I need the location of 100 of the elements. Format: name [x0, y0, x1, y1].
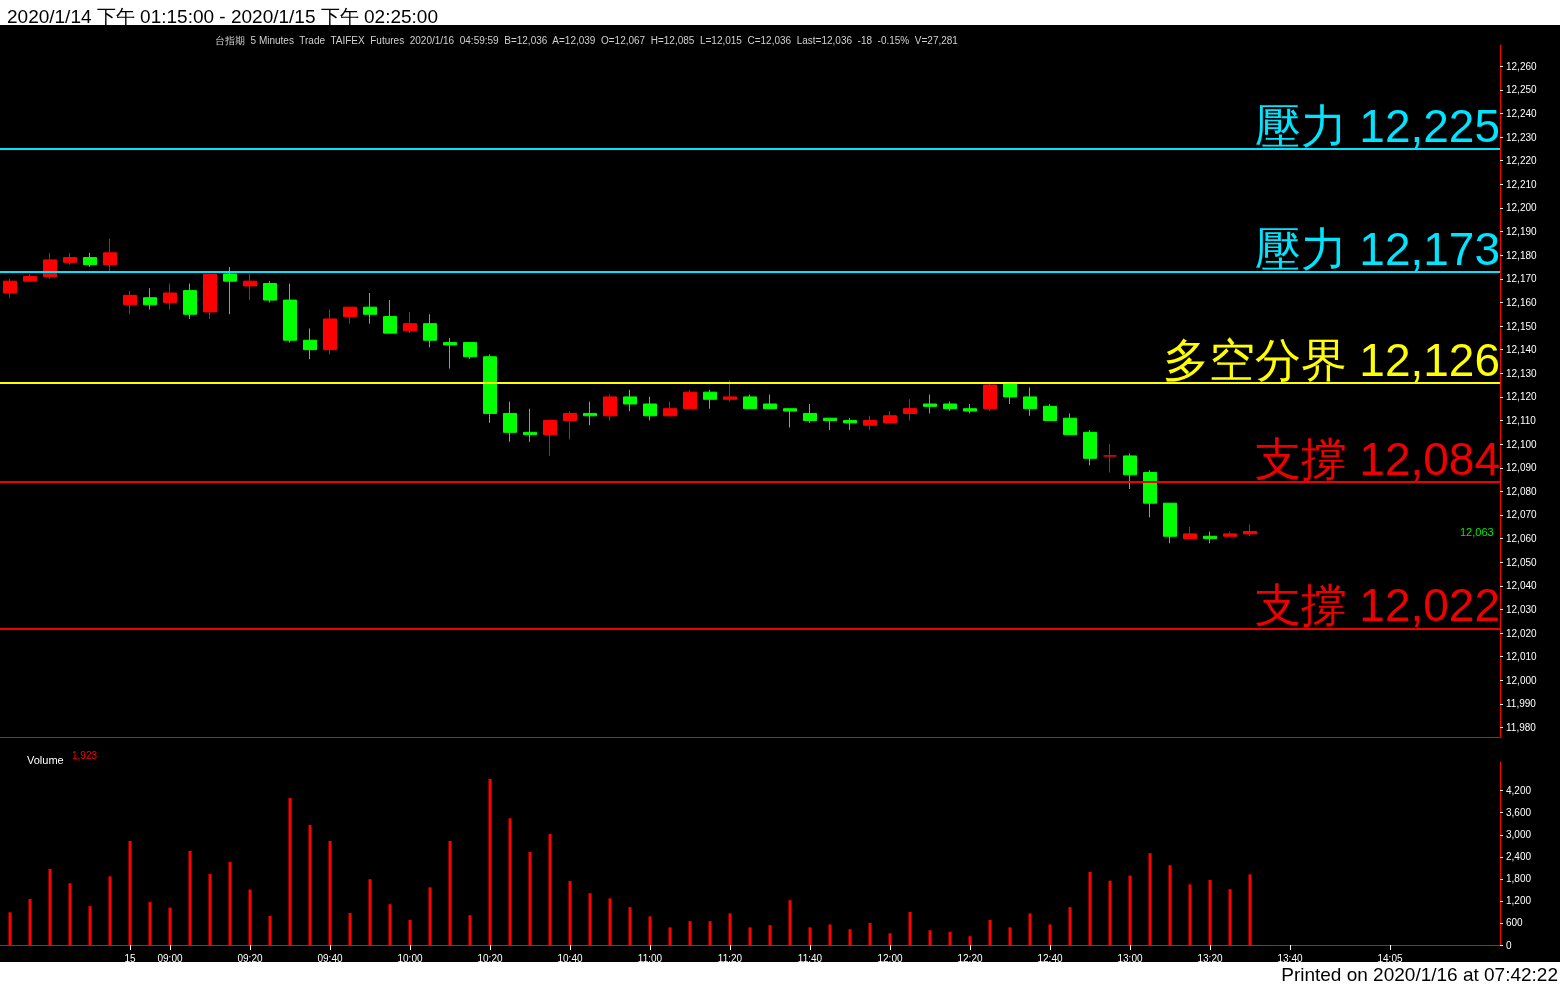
- candlestick: [763, 394, 777, 410]
- candlestick: [583, 401, 597, 426]
- x-tick-label: 15: [124, 952, 136, 964]
- candlestick: [63, 252, 77, 266]
- candlestick: [1163, 502, 1177, 544]
- candlestick: [263, 280, 277, 303]
- candlestick: [1223, 531, 1237, 537]
- candlestick: [503, 401, 517, 443]
- candlestick: [103, 238, 117, 273]
- x-tick-label: 14:05: [1377, 952, 1403, 964]
- x-tick-label: 11:00: [637, 952, 663, 964]
- y-tick-label: 12,180: [1506, 249, 1538, 261]
- candlestick: [243, 273, 257, 301]
- candlestick: [903, 398, 917, 422]
- y-tick-label: 12,140: [1506, 344, 1538, 356]
- y-tick-label: 12,120: [1506, 391, 1538, 403]
- y-tick-label: 2,400: [1506, 851, 1532, 863]
- candlestick: [3, 278, 17, 299]
- y-tick-label: 3,000: [1506, 829, 1532, 841]
- ref-line-label: 壓力 12,225: [1254, 99, 1500, 152]
- candlestick: [343, 306, 357, 325]
- x-tick-label: 11:40: [797, 952, 823, 964]
- candlestick: [703, 389, 717, 410]
- candlestick: [643, 396, 657, 422]
- x-tick-label: 13:40: [1277, 952, 1303, 964]
- candlestick: [1063, 412, 1077, 436]
- candlestick: [983, 382, 997, 412]
- y-tick-label: 1,800: [1506, 873, 1532, 885]
- candlestick: [1243, 523, 1257, 537]
- candlestick: [203, 273, 217, 320]
- candlestick: [23, 273, 37, 282]
- x-tick-label: 09:40: [317, 952, 343, 964]
- candlestick: [723, 379, 737, 403]
- y-tick-label: 12,250: [1506, 84, 1538, 96]
- y-tick-label: 12,100: [1506, 438, 1538, 450]
- y-tick-label: 12,220: [1506, 155, 1538, 167]
- x-tick-label: 10:20: [477, 952, 503, 964]
- candlestick: [183, 283, 197, 320]
- candlestick: [963, 403, 977, 414]
- candlestick: [483, 353, 497, 424]
- candlestick: [463, 342, 477, 360]
- ref-line-label: 支撐 12,022: [1254, 579, 1500, 632]
- candlestick: [323, 309, 337, 355]
- chart-title: Volume: [27, 753, 64, 766]
- y-tick-label: 12,190: [1506, 226, 1538, 238]
- y-tick-label: 12,090: [1506, 462, 1538, 474]
- candlestick: [523, 408, 537, 443]
- ref-line-label: 多空分界 12,126: [1162, 333, 1500, 386]
- candlestick: [1043, 403, 1057, 422]
- ref-line-label: 壓力 12,173: [1254, 222, 1500, 275]
- y-tick-label: 3,600: [1506, 807, 1532, 819]
- y-tick-label: 12,050: [1506, 556, 1538, 568]
- y-tick-label: 12,230: [1506, 131, 1538, 143]
- candlestick: [1083, 429, 1097, 466]
- y-tick-label: 12,060: [1506, 533, 1538, 545]
- y-tick-label: 12,160: [1506, 296, 1538, 308]
- candlestick: [443, 337, 457, 370]
- candlestick: [823, 417, 837, 431]
- candlestick: [663, 401, 677, 417]
- x-tick-label: 10:00: [397, 952, 423, 964]
- x-tick-label: 10:40: [557, 952, 583, 964]
- candlestick: [1203, 531, 1217, 544]
- y-tick-label: 12,010: [1506, 651, 1538, 663]
- candlestick: [83, 252, 97, 268]
- candlestick: [303, 327, 317, 360]
- y-tick-label: 12,210: [1506, 178, 1538, 190]
- candlestick: [843, 417, 857, 431]
- y-tick-label: 600: [1506, 917, 1524, 929]
- candlestick: [123, 290, 137, 315]
- y-tick-label: 11,980: [1506, 722, 1537, 734]
- y-tick-label: 11,990: [1506, 698, 1537, 710]
- candlestick: [683, 389, 697, 410]
- y-tick-label: 12,020: [1506, 627, 1538, 639]
- candlestick: [563, 410, 577, 440]
- candlestick: [223, 266, 237, 315]
- candlestick: [1003, 382, 1017, 405]
- candlestick: [923, 394, 937, 414]
- candlestick: [1123, 453, 1137, 490]
- y-tick-label: 12,260: [1506, 60, 1538, 72]
- y-tick-label: 12,080: [1506, 485, 1538, 497]
- candlestick: [283, 283, 297, 344]
- x-tick-label: 09:20: [237, 952, 263, 964]
- candlestick: [623, 389, 637, 412]
- chart-subtitle: 台指期 5 Minutes Trade TAIFEX Futures 2020/1/16 04:59:59 B=12,036 A=12,039 O=12,067 H=12,085 L=12,015 C=12,036 Last=12,036 -18 -0.15% V=27,281: [215, 34, 959, 46]
- y-tick-label: 12,040: [1506, 580, 1538, 592]
- candlestick: [1103, 443, 1117, 473]
- candlestick: [863, 415, 877, 431]
- candlestick: [363, 292, 377, 325]
- x-tick-label: 12:40: [1037, 952, 1063, 964]
- y-tick-label: 12,130: [1506, 367, 1538, 379]
- candlestick: [783, 408, 797, 429]
- y-tick-label: 12,150: [1506, 320, 1538, 332]
- y-tick-label: 12,030: [1506, 603, 1538, 615]
- x-tick-label: 11:20: [717, 952, 743, 964]
- candlestick: [1023, 386, 1037, 417]
- candlestick: [603, 394, 617, 422]
- candlestick: [1143, 469, 1157, 518]
- candlestick: [883, 410, 897, 424]
- y-tick-label: 12,200: [1506, 202, 1538, 214]
- y-tick-label: 1,200: [1506, 895, 1532, 907]
